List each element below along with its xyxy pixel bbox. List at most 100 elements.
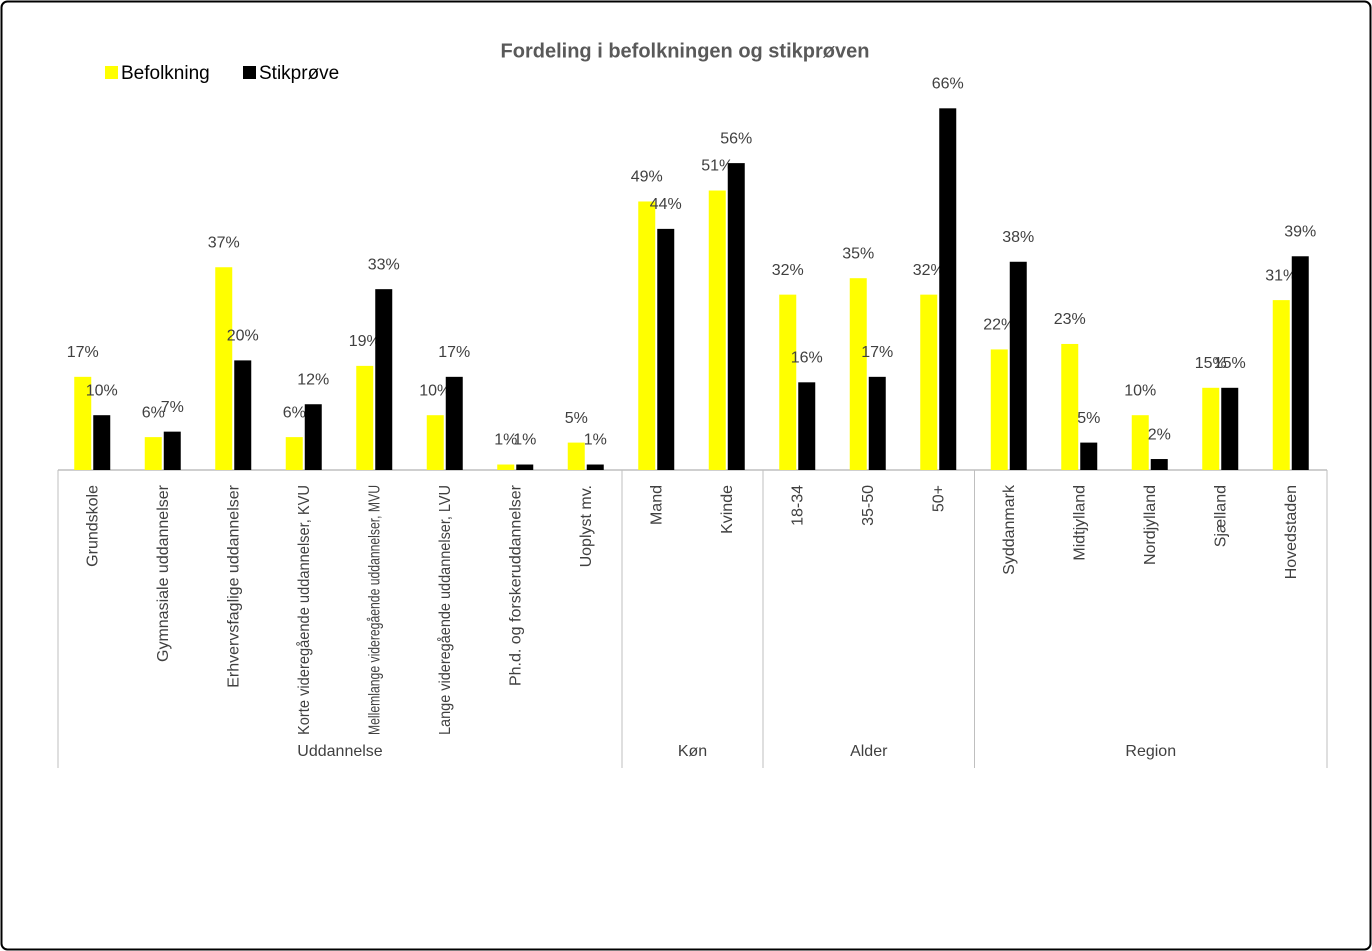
data-label: 23% — [1054, 311, 1086, 328]
data-label: 19% — [349, 333, 381, 350]
legend-label: Befolkning — [121, 63, 210, 84]
x-tick-label: Korte videregående uddannelser, KVU — [295, 485, 313, 735]
x-tick-label: Lange videregående uddannelser, LVU — [436, 485, 454, 735]
x-tick-label: Midtjylland — [1071, 485, 1088, 561]
legend-label: Stikprøve — [259, 63, 339, 84]
data-label: 16% — [791, 350, 823, 367]
bar — [1291, 256, 1309, 470]
data-label: 2% — [1148, 426, 1171, 443]
data-label: 1% — [584, 432, 607, 449]
bar — [920, 294, 938, 470]
data-label: 17% — [861, 344, 893, 361]
data-label: 66% — [932, 76, 964, 93]
x-tick-label: Gymnasiale uddannelser — [155, 484, 172, 662]
data-label: 12% — [297, 371, 329, 388]
data-label: 38% — [1002, 229, 1034, 246]
legend-swatch — [243, 66, 256, 79]
bar — [1080, 442, 1098, 470]
x-tick-label: 50+ — [930, 485, 947, 512]
bar — [304, 404, 322, 470]
bar — [516, 464, 534, 470]
bar — [1272, 300, 1290, 470]
group-label: Region — [1125, 743, 1176, 760]
x-tick-label: Mellemlange videregående uddannelser, MV… — [365, 485, 383, 735]
bar — [1061, 343, 1079, 470]
data-label: 10% — [1124, 382, 1156, 399]
data-label: 31% — [1265, 267, 1297, 284]
data-label: 49% — [631, 169, 663, 186]
bar — [215, 267, 233, 470]
data-label: 51% — [701, 158, 733, 175]
x-tick-label: 18-34 — [789, 485, 806, 526]
data-label: 5% — [1077, 410, 1100, 427]
bar — [849, 278, 867, 470]
bar — [234, 360, 252, 470]
data-label: 5% — [565, 410, 588, 427]
x-tick-label: Uoplyst mv. — [578, 485, 595, 567]
x-tick-label: Kvinde — [719, 485, 736, 534]
data-label: 32% — [913, 262, 945, 279]
data-label: 44% — [650, 196, 682, 213]
data-label: 39% — [1284, 223, 1316, 240]
bar — [445, 376, 463, 470]
bar — [567, 442, 585, 470]
x-tick-label: Erhvervsfaglige uddannelser — [225, 484, 242, 687]
x-tick-label: Syddanmark — [1001, 484, 1018, 575]
bar — [163, 431, 181, 470]
bar — [426, 415, 444, 470]
data-label: 22% — [983, 317, 1015, 334]
x-tick-label: Nordjylland — [1142, 485, 1159, 565]
data-label: 15% — [1195, 355, 1227, 372]
bar — [586, 464, 604, 470]
bar — [990, 349, 1008, 470]
data-label: 56% — [720, 130, 752, 147]
x-tick-label: Mand — [648, 485, 665, 525]
bar — [375, 289, 393, 470]
group-label: Køn — [678, 743, 707, 760]
bar — [144, 437, 162, 470]
bar — [356, 365, 374, 470]
data-label: 20% — [227, 328, 259, 345]
bar — [497, 464, 515, 470]
data-label: 6% — [283, 404, 306, 421]
bar — [708, 190, 726, 470]
x-tick-label: Ph.d. og forskeruddannelser — [507, 484, 524, 686]
bar — [1202, 387, 1220, 470]
legend-swatch — [105, 66, 118, 79]
x-tick-label: 35-50 — [860, 485, 877, 526]
data-label: 7% — [161, 399, 184, 416]
x-tick-label: Hovedstaden — [1283, 485, 1300, 579]
bar — [657, 228, 675, 470]
bar — [1221, 387, 1239, 470]
bar — [779, 294, 797, 470]
data-label: 17% — [438, 344, 470, 361]
bar — [1150, 459, 1168, 470]
data-label: 1% — [513, 432, 536, 449]
bar — [1131, 415, 1149, 470]
bar — [1009, 261, 1027, 470]
data-label: 10% — [419, 382, 451, 399]
bar — [285, 437, 303, 470]
data-label: 32% — [772, 262, 804, 279]
bar — [638, 201, 656, 471]
bar — [74, 376, 92, 470]
data-label: 1% — [494, 432, 517, 449]
data-label: 6% — [142, 404, 165, 421]
data-label: 17% — [67, 344, 99, 361]
data-label: 37% — [208, 234, 240, 251]
data-label: 35% — [842, 245, 874, 262]
group-label: Alder — [850, 743, 888, 760]
group-label: Uddannelse — [297, 743, 383, 760]
bar — [727, 163, 745, 470]
bar — [93, 415, 111, 470]
data-label: 15% — [1214, 355, 1246, 372]
x-tick-label: Grundskole — [84, 485, 101, 567]
bar — [939, 108, 957, 470]
data-label: 10% — [86, 382, 118, 399]
bar — [868, 376, 886, 470]
data-label: 33% — [368, 256, 400, 273]
bar — [798, 382, 816, 470]
chart-title: Fordeling i befolkningen og stikprøven — [501, 40, 870, 62]
